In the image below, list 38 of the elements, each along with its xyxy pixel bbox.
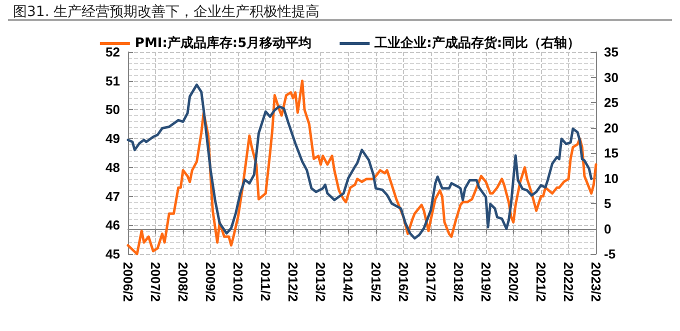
x-tick-label: 2009/2	[203, 262, 218, 302]
x-tick-label: 2015/2	[368, 262, 384, 302]
x-tick-label: 2013/2	[313, 262, 328, 302]
x-tick-label: 2018/2	[450, 262, 466, 302]
y2-tick-label: 15	[604, 146, 618, 160]
x-tick-label: 2006/2	[120, 262, 136, 302]
y2-tick-label: 30	[604, 70, 618, 85]
y2-tick-label: 10	[604, 170, 618, 186]
legend-label: 工业企业:产成品存货:同比（右轴）	[374, 35, 580, 51]
y-tick-label: 46	[106, 218, 120, 233]
x-tick-label: 2011/2	[258, 262, 274, 302]
x-tick-label: 2022/2	[560, 262, 576, 302]
x-tick-label: 2016/2	[396, 262, 411, 302]
y-tick-label: 48	[106, 160, 120, 175]
y-tick-label: 51	[106, 73, 120, 88]
x-tick-label: 2023/2	[588, 262, 604, 302]
y-tick-label: 45	[106, 246, 120, 262]
chart-title: 图31. 生产经营预期改善下，企业生产积极性提高	[13, 3, 320, 20]
x-tick-label: 2021/2	[533, 262, 548, 302]
y-tick-label: 49	[106, 131, 120, 146]
legend-label: PMI:产成品库存:5月移动平均	[134, 35, 312, 51]
x-tick-label: 2020/2	[506, 262, 521, 302]
y-tick-label: 52	[106, 44, 120, 60]
x-tick-label: 2010/2	[230, 262, 246, 302]
y2-tick-label: 20	[604, 120, 618, 136]
y2-tick-label: 0	[604, 221, 612, 236]
x-tick-label: 2017/2	[423, 262, 438, 302]
y-tick-label: 50	[106, 102, 120, 118]
y2-tick-label: -5	[604, 246, 616, 262]
y-tick-label: 47	[106, 188, 120, 204]
y2-tick-label: 35	[604, 44, 618, 60]
x-tick-label: 2014/2	[340, 262, 356, 302]
x-tick-label: 2012/2	[286, 262, 301, 302]
x-tick-label: 2019/2	[478, 262, 494, 302]
x-tick-label: 2007/2	[148, 262, 164, 302]
y2-tick-label: 5	[604, 196, 612, 211]
x-tick-label: 2008/2	[176, 262, 191, 302]
y2-tick-label: 25	[604, 95, 618, 110]
